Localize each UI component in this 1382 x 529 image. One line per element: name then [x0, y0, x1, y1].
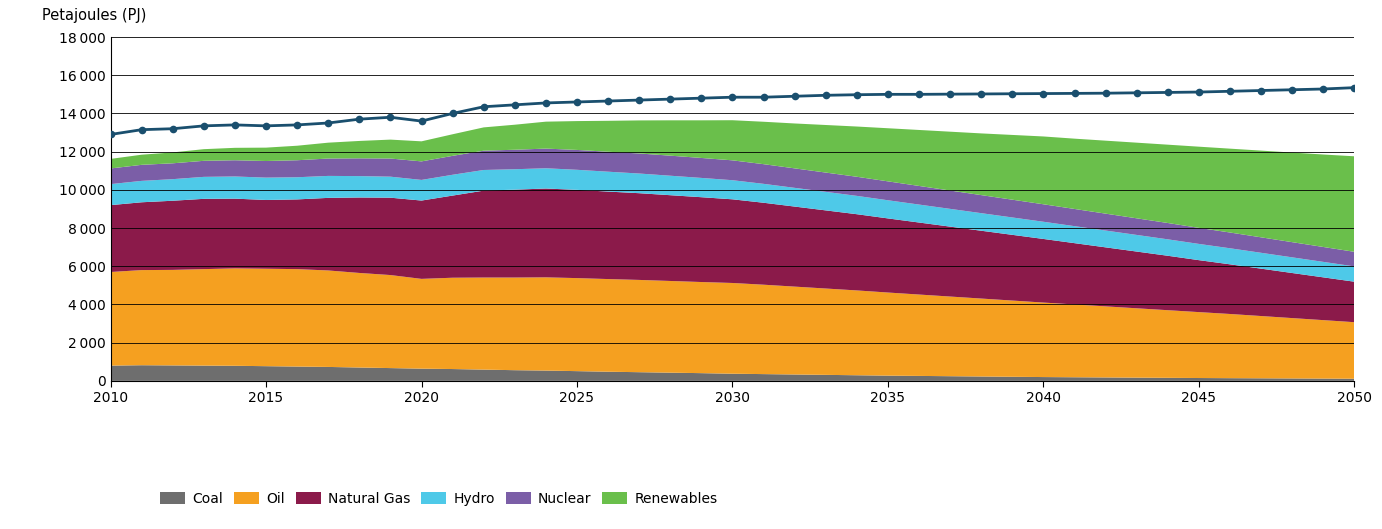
Line: Total Primary Demand – Reference Scenario: Total Primary Demand – Reference Scenari…	[106, 84, 1359, 138]
Total Primary Demand – Reference Scenario	[724, 94, 741, 101]
Total Primary Demand – Reference Scenario	[319, 120, 336, 126]
Total Primary Demand – Reference Scenario	[1066, 90, 1082, 97]
Total Primary Demand – Reference Scenario	[911, 91, 927, 97]
Total Primary Demand – Reference Scenario	[817, 92, 833, 98]
Total Primary Demand – Reference Scenario	[383, 114, 399, 121]
Total Primary Demand – Reference Scenario	[506, 102, 522, 108]
Total Primary Demand – Reference Scenario	[1222, 88, 1238, 95]
Total Primary Demand – Reference Scenario	[1035, 90, 1052, 97]
Total Primary Demand – Reference Scenario	[102, 131, 119, 138]
Total Primary Demand – Reference Scenario	[164, 125, 181, 132]
Total Primary Demand – Reference Scenario	[475, 104, 492, 110]
Total Primary Demand – Reference Scenario	[662, 96, 679, 102]
Total Primary Demand – Reference Scenario	[973, 91, 990, 97]
Total Primary Demand – Reference Scenario	[1314, 86, 1331, 92]
Total Primary Demand – Reference Scenario	[786, 93, 803, 99]
Total Primary Demand – Reference Scenario	[1128, 89, 1144, 96]
Total Primary Demand – Reference Scenario	[756, 94, 773, 101]
Total Primary Demand – Reference Scenario	[1252, 87, 1269, 94]
Total Primary Demand – Reference Scenario	[351, 116, 368, 122]
Total Primary Demand – Reference Scenario	[1003, 90, 1020, 97]
Total Primary Demand – Reference Scenario	[133, 126, 149, 133]
Total Primary Demand – Reference Scenario	[1346, 85, 1363, 91]
Total Primary Demand – Reference Scenario	[444, 110, 460, 116]
Total Primary Demand – Reference Scenario	[1190, 89, 1206, 95]
Total Primary Demand – Reference Scenario	[879, 91, 896, 97]
Total Primary Demand – Reference Scenario	[943, 91, 959, 97]
Total Primary Demand – Reference Scenario	[692, 95, 709, 102]
Total Primary Demand – Reference Scenario	[227, 122, 243, 128]
Total Primary Demand – Reference Scenario	[289, 122, 305, 128]
Total Primary Demand – Reference Scenario	[849, 92, 865, 98]
Total Primary Demand – Reference Scenario	[1159, 89, 1176, 96]
Text: Petajoules (PJ): Petajoules (PJ)	[43, 8, 146, 23]
Total Primary Demand – Reference Scenario	[630, 97, 647, 103]
Total Primary Demand – Reference Scenario	[569, 99, 586, 105]
Total Primary Demand – Reference Scenario	[257, 123, 274, 129]
Total Primary Demand – Reference Scenario	[1097, 90, 1114, 96]
Total Primary Demand – Reference Scenario	[196, 123, 213, 129]
Total Primary Demand – Reference Scenario	[1284, 87, 1300, 93]
Total Primary Demand – Reference Scenario	[600, 98, 616, 104]
Total Primary Demand – Reference Scenario	[413, 118, 430, 124]
Total Primary Demand – Reference Scenario	[538, 100, 554, 106]
